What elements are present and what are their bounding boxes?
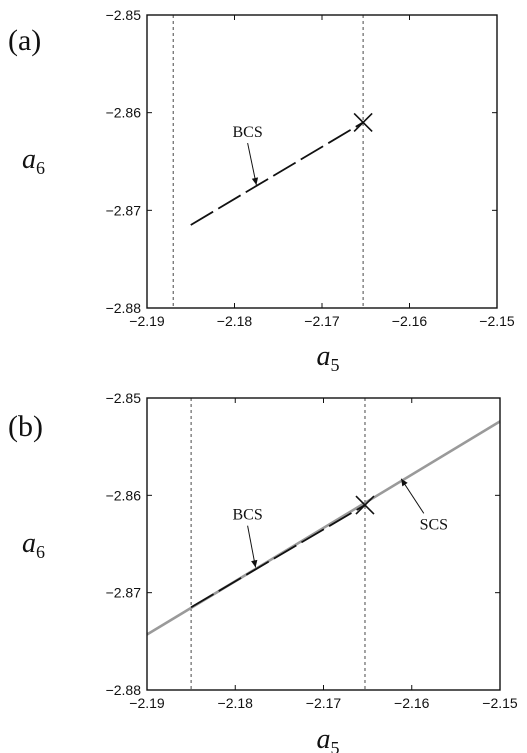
panel-label: (a)	[8, 24, 41, 57]
panel-label: (b)	[8, 410, 43, 443]
series-line-bcs	[190, 121, 364, 226]
x-tick-label: −2.18	[218, 695, 254, 711]
y-axis-label-subscript: 6	[36, 542, 45, 562]
panel-a: (a) BCS −2.19 −2.18 −2.17 −2.16 −2.15 −2.88 −2.8…	[8, 7, 515, 375]
annotation-arrow-head	[401, 478, 408, 487]
y-axis-label: a6	[22, 528, 45, 562]
annotation-arrow-head	[251, 559, 258, 568]
x-tick-label: −2.18	[217, 313, 253, 329]
y-axis-label-subscript: 6	[36, 158, 45, 178]
x-tick-label: −2.15	[482, 695, 518, 711]
x-axis-label-subscript: 5	[331, 738, 340, 753]
x-tick-label: −2.19	[129, 313, 165, 329]
x-tick-label: −2.17	[304, 313, 340, 329]
y-tick-label: −2.86	[106, 105, 142, 121]
y-axis-label: a6	[22, 144, 45, 178]
y-tick-label: −2.88	[106, 300, 142, 316]
x-axis-label: a5	[317, 341, 340, 375]
annotation-arrow-shaft	[247, 525, 257, 568]
x-tick-label: −2.15	[479, 313, 515, 329]
x-tick-label: −2.17	[306, 695, 342, 711]
panel-b: (b) BCS SCS −2.19 −2.18 −2.17 −2.16 −2.15 −2.88 −…	[8, 390, 518, 753]
y-tick-label: −2.85	[106, 390, 142, 406]
annotation-scs: SCS	[420, 516, 448, 533]
y-tick-label: −2.86	[106, 487, 142, 503]
annotation-arrow-shaft	[247, 142, 257, 186]
annotation-bcs: BCS	[233, 124, 263, 141]
plot-frame	[146, 14, 498, 309]
series-line-bcs	[190, 504, 366, 609]
x-axis-label: a5	[317, 724, 340, 753]
cross-stroke	[353, 112, 373, 132]
x-tick-label: −2.16	[394, 695, 430, 711]
plot-frame	[146, 397, 501, 691]
x-tick-label: −2.16	[392, 313, 428, 329]
annotation-arrow-head	[251, 177, 259, 185]
y-tick-label: −2.87	[106, 202, 142, 218]
x-tick-label: −2.19	[129, 695, 165, 711]
cross-marker	[355, 495, 375, 515]
x-axis-label-subscript: 5	[331, 355, 340, 375]
cross-marker	[353, 112, 373, 132]
y-tick-label: −2.87	[106, 585, 142, 601]
y-tick-label: −2.85	[106, 7, 142, 23]
annotation-bcs: BCS	[232, 507, 262, 524]
y-tick-label: −2.88	[106, 682, 142, 698]
cross-stroke	[355, 495, 375, 515]
